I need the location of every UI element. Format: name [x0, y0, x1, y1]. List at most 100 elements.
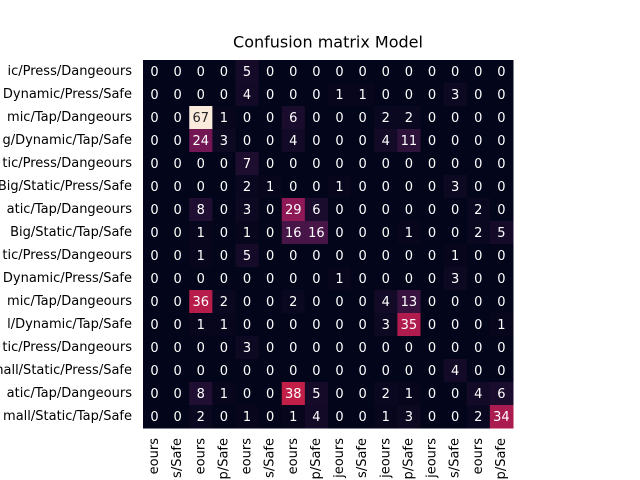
cell-label: 5	[497, 226, 505, 241]
y-tick-label: atic/Tap/Dangeours	[7, 202, 133, 217]
cell-label: 0	[312, 249, 320, 264]
cell	[466, 60, 491, 84]
cell-label: 0	[174, 88, 182, 103]
cell-label: 0	[266, 157, 274, 172]
cell	[328, 382, 352, 406]
cell	[143, 60, 167, 84]
cell	[258, 129, 283, 153]
cell	[351, 290, 375, 314]
cell-label: 35	[401, 318, 418, 333]
cell-label: 0	[497, 249, 505, 264]
cell	[351, 359, 375, 383]
cell-label: 0	[289, 65, 297, 80]
cell	[304, 267, 329, 291]
cell	[304, 106, 329, 130]
cell	[328, 336, 352, 360]
cell-label: 0	[174, 249, 182, 264]
cell-label: 0	[243, 364, 251, 379]
cell-label: 3	[451, 88, 459, 103]
cell-label: 0	[174, 111, 182, 126]
cell	[328, 106, 352, 130]
cell-label: 0	[289, 364, 297, 379]
cell	[420, 336, 445, 360]
cell	[258, 221, 283, 245]
cell	[351, 175, 375, 199]
cell	[189, 267, 213, 291]
cell-label: 0	[266, 410, 274, 425]
cell	[489, 336, 514, 360]
cell	[143, 175, 167, 199]
cell-label: 0	[220, 157, 228, 172]
cell	[189, 221, 213, 245]
cell	[374, 175, 398, 199]
y-tick-label: ic/Press/Dangeours	[7, 64, 132, 79]
cell-label: 0	[382, 88, 390, 103]
y-tick-label: mic/Tap/Dangeours	[7, 294, 132, 309]
cell-label: 0	[382, 203, 390, 218]
cell	[443, 106, 468, 130]
cell	[420, 359, 445, 383]
cell-label: 0	[382, 65, 390, 80]
cell-label: 0	[359, 134, 367, 149]
cell-label: 0	[174, 318, 182, 333]
cell	[143, 267, 167, 291]
cell	[304, 244, 329, 268]
cell	[189, 152, 213, 176]
cell	[212, 244, 236, 268]
cell	[374, 336, 398, 360]
cell-label: 0	[266, 249, 274, 264]
cell	[397, 83, 421, 107]
cell-label: 4	[243, 88, 251, 103]
cell	[351, 244, 375, 268]
cell	[420, 267, 445, 291]
cell-label: 0	[497, 364, 505, 379]
cell	[281, 221, 306, 245]
cell-label: 0	[335, 318, 343, 333]
cell	[397, 267, 421, 291]
cell-label: 0	[428, 180, 436, 195]
y-tick-label: Dynamic/Press/Safe	[3, 87, 132, 102]
cell	[420, 175, 445, 199]
cell	[189, 129, 213, 153]
cell	[258, 290, 283, 314]
cell-label: 0	[174, 387, 182, 402]
cell	[466, 290, 491, 314]
cell-label: 0	[451, 157, 459, 172]
cell	[374, 152, 398, 176]
cell-label: 0	[266, 272, 274, 287]
cell	[443, 336, 468, 360]
cell	[235, 221, 260, 245]
cell-label: 0	[289, 249, 297, 264]
cell	[397, 60, 421, 84]
cell-label: 0	[382, 249, 390, 264]
cell-label: 0	[266, 295, 274, 310]
cell-label: 1	[382, 410, 390, 425]
cell-label: 0	[428, 134, 436, 149]
cell	[235, 290, 260, 314]
x-tick-label: eours	[240, 438, 255, 475]
cell-label: 0	[405, 180, 413, 195]
cell-label: 0	[174, 272, 182, 287]
cell-label: 0	[359, 318, 367, 333]
cell-label: 0	[382, 226, 390, 241]
cell-label: 0	[197, 364, 205, 379]
cell	[397, 290, 421, 314]
cell-label: 7	[243, 157, 251, 172]
cell	[235, 83, 260, 107]
cell	[466, 382, 491, 406]
cell-label: 0	[174, 295, 182, 310]
cell-label: 0	[197, 272, 205, 287]
cell-label: 0	[405, 157, 413, 172]
cell	[443, 129, 468, 153]
cell	[166, 83, 190, 107]
cell-label: 0	[312, 272, 320, 287]
cell-label: 0	[335, 364, 343, 379]
cell	[443, 267, 468, 291]
cell-label: 0	[289, 341, 297, 356]
cell-label: 0	[497, 341, 505, 356]
cell-label: 0	[150, 65, 158, 80]
cell-label: 16	[285, 226, 302, 241]
cell-label: 0	[428, 111, 436, 126]
cell	[212, 290, 236, 314]
